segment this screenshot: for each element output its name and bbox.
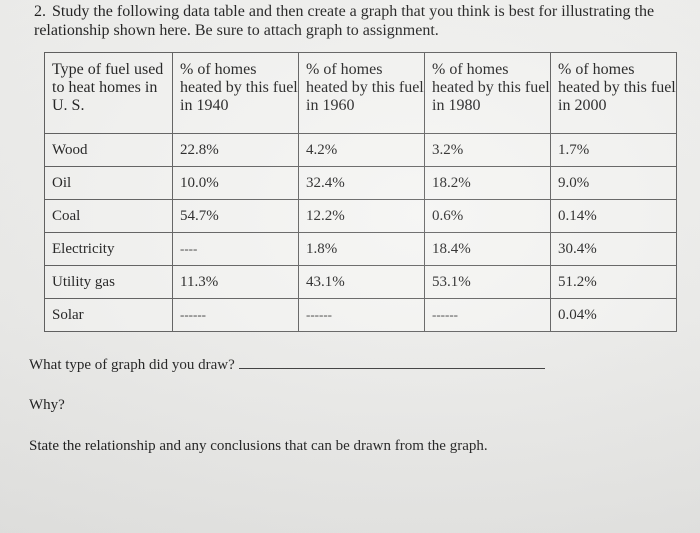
cell-1980: ------ (424, 298, 551, 332)
fuel-name: Wood (44, 133, 173, 167)
cell-1980: 18.4% (424, 232, 551, 266)
cell-2000: 51.2% (550, 265, 677, 299)
cell-2000: 1.7% (550, 133, 677, 167)
cell-1940: 10.0% (172, 166, 299, 200)
fuel-name: Electricity (44, 232, 173, 266)
fuel-data-table: Type of fuel used to heat homes in U. S.… (44, 52, 677, 332)
table-header-row: Type of fuel used to heat homes in U. S.… (44, 52, 677, 134)
cell-1960: 4.2% (298, 133, 425, 167)
header-1980: % of homes heated by this fuel in 1980 (424, 52, 551, 134)
cell-1960: 32.4% (298, 166, 425, 200)
header-1960: % of homes heated by this fuel in 1960 (298, 52, 425, 134)
table-row: Wood 22.8% 4.2% 3.2% 1.7% (44, 133, 677, 167)
cell-1980: 0.6% (424, 199, 551, 233)
question-instructions: Study the following data table and then … (34, 3, 655, 39)
table-row: Electricity ---- 1.8% 18.4% 30.4% (44, 232, 677, 266)
data-table-container: Type of fuel used to heat homes in U. S.… (44, 52, 677, 332)
fuel-name: Utility gas (44, 265, 173, 299)
answer-blank-line (238, 358, 545, 369)
table-row: Utility gas 11.3% 43.1% 53.1% 51.2% (44, 265, 677, 299)
graph-type-label: What type of graph did you draw? (29, 357, 235, 373)
fuel-name: Solar (44, 298, 173, 332)
cell-1980: 18.2% (424, 166, 551, 200)
cell-2000: 9.0% (550, 166, 677, 200)
cell-1940: 11.3% (172, 265, 299, 299)
why-prompt: Why? (29, 397, 65, 413)
relationship-prompt: State the relationship and any conclusio… (29, 438, 488, 454)
cell-2000: 0.04% (550, 298, 677, 332)
cell-1960: ------ (298, 298, 425, 332)
fuel-name: Oil (44, 166, 173, 200)
cell-1980: 3.2% (424, 133, 551, 167)
cell-1980: 53.1% (424, 265, 551, 299)
cell-1940: 22.8% (172, 133, 299, 167)
cell-1940: ------ (172, 298, 299, 332)
graph-type-prompt: What type of graph did you draw? (29, 357, 545, 374)
cell-1960: 1.8% (298, 232, 425, 266)
question-number: 2. (34, 3, 46, 20)
cell-2000: 30.4% (550, 232, 677, 266)
cell-1940: 54.7% (172, 199, 299, 233)
question-text: 2. Study the following data table and the… (34, 2, 674, 40)
header-fuel-type: Type of fuel used to heat homes in U. S. (44, 52, 173, 134)
table-row: Solar ------ ------ ------ 0.04% (44, 298, 677, 332)
header-1940: % of homes heated by this fuel in 1940 (172, 52, 299, 134)
cell-1960: 12.2% (298, 199, 425, 233)
cell-2000: 0.14% (550, 199, 677, 233)
cell-1960: 43.1% (298, 265, 425, 299)
fuel-name: Coal (44, 199, 173, 233)
header-2000: % of homes heated by this fuel in 2000 (550, 52, 677, 134)
table-row: Coal 54.7% 12.2% 0.6% 0.14% (44, 199, 677, 233)
cell-1940: ---- (172, 232, 299, 266)
table-row: Oil 10.0% 32.4% 18.2% 9.0% (44, 166, 677, 200)
